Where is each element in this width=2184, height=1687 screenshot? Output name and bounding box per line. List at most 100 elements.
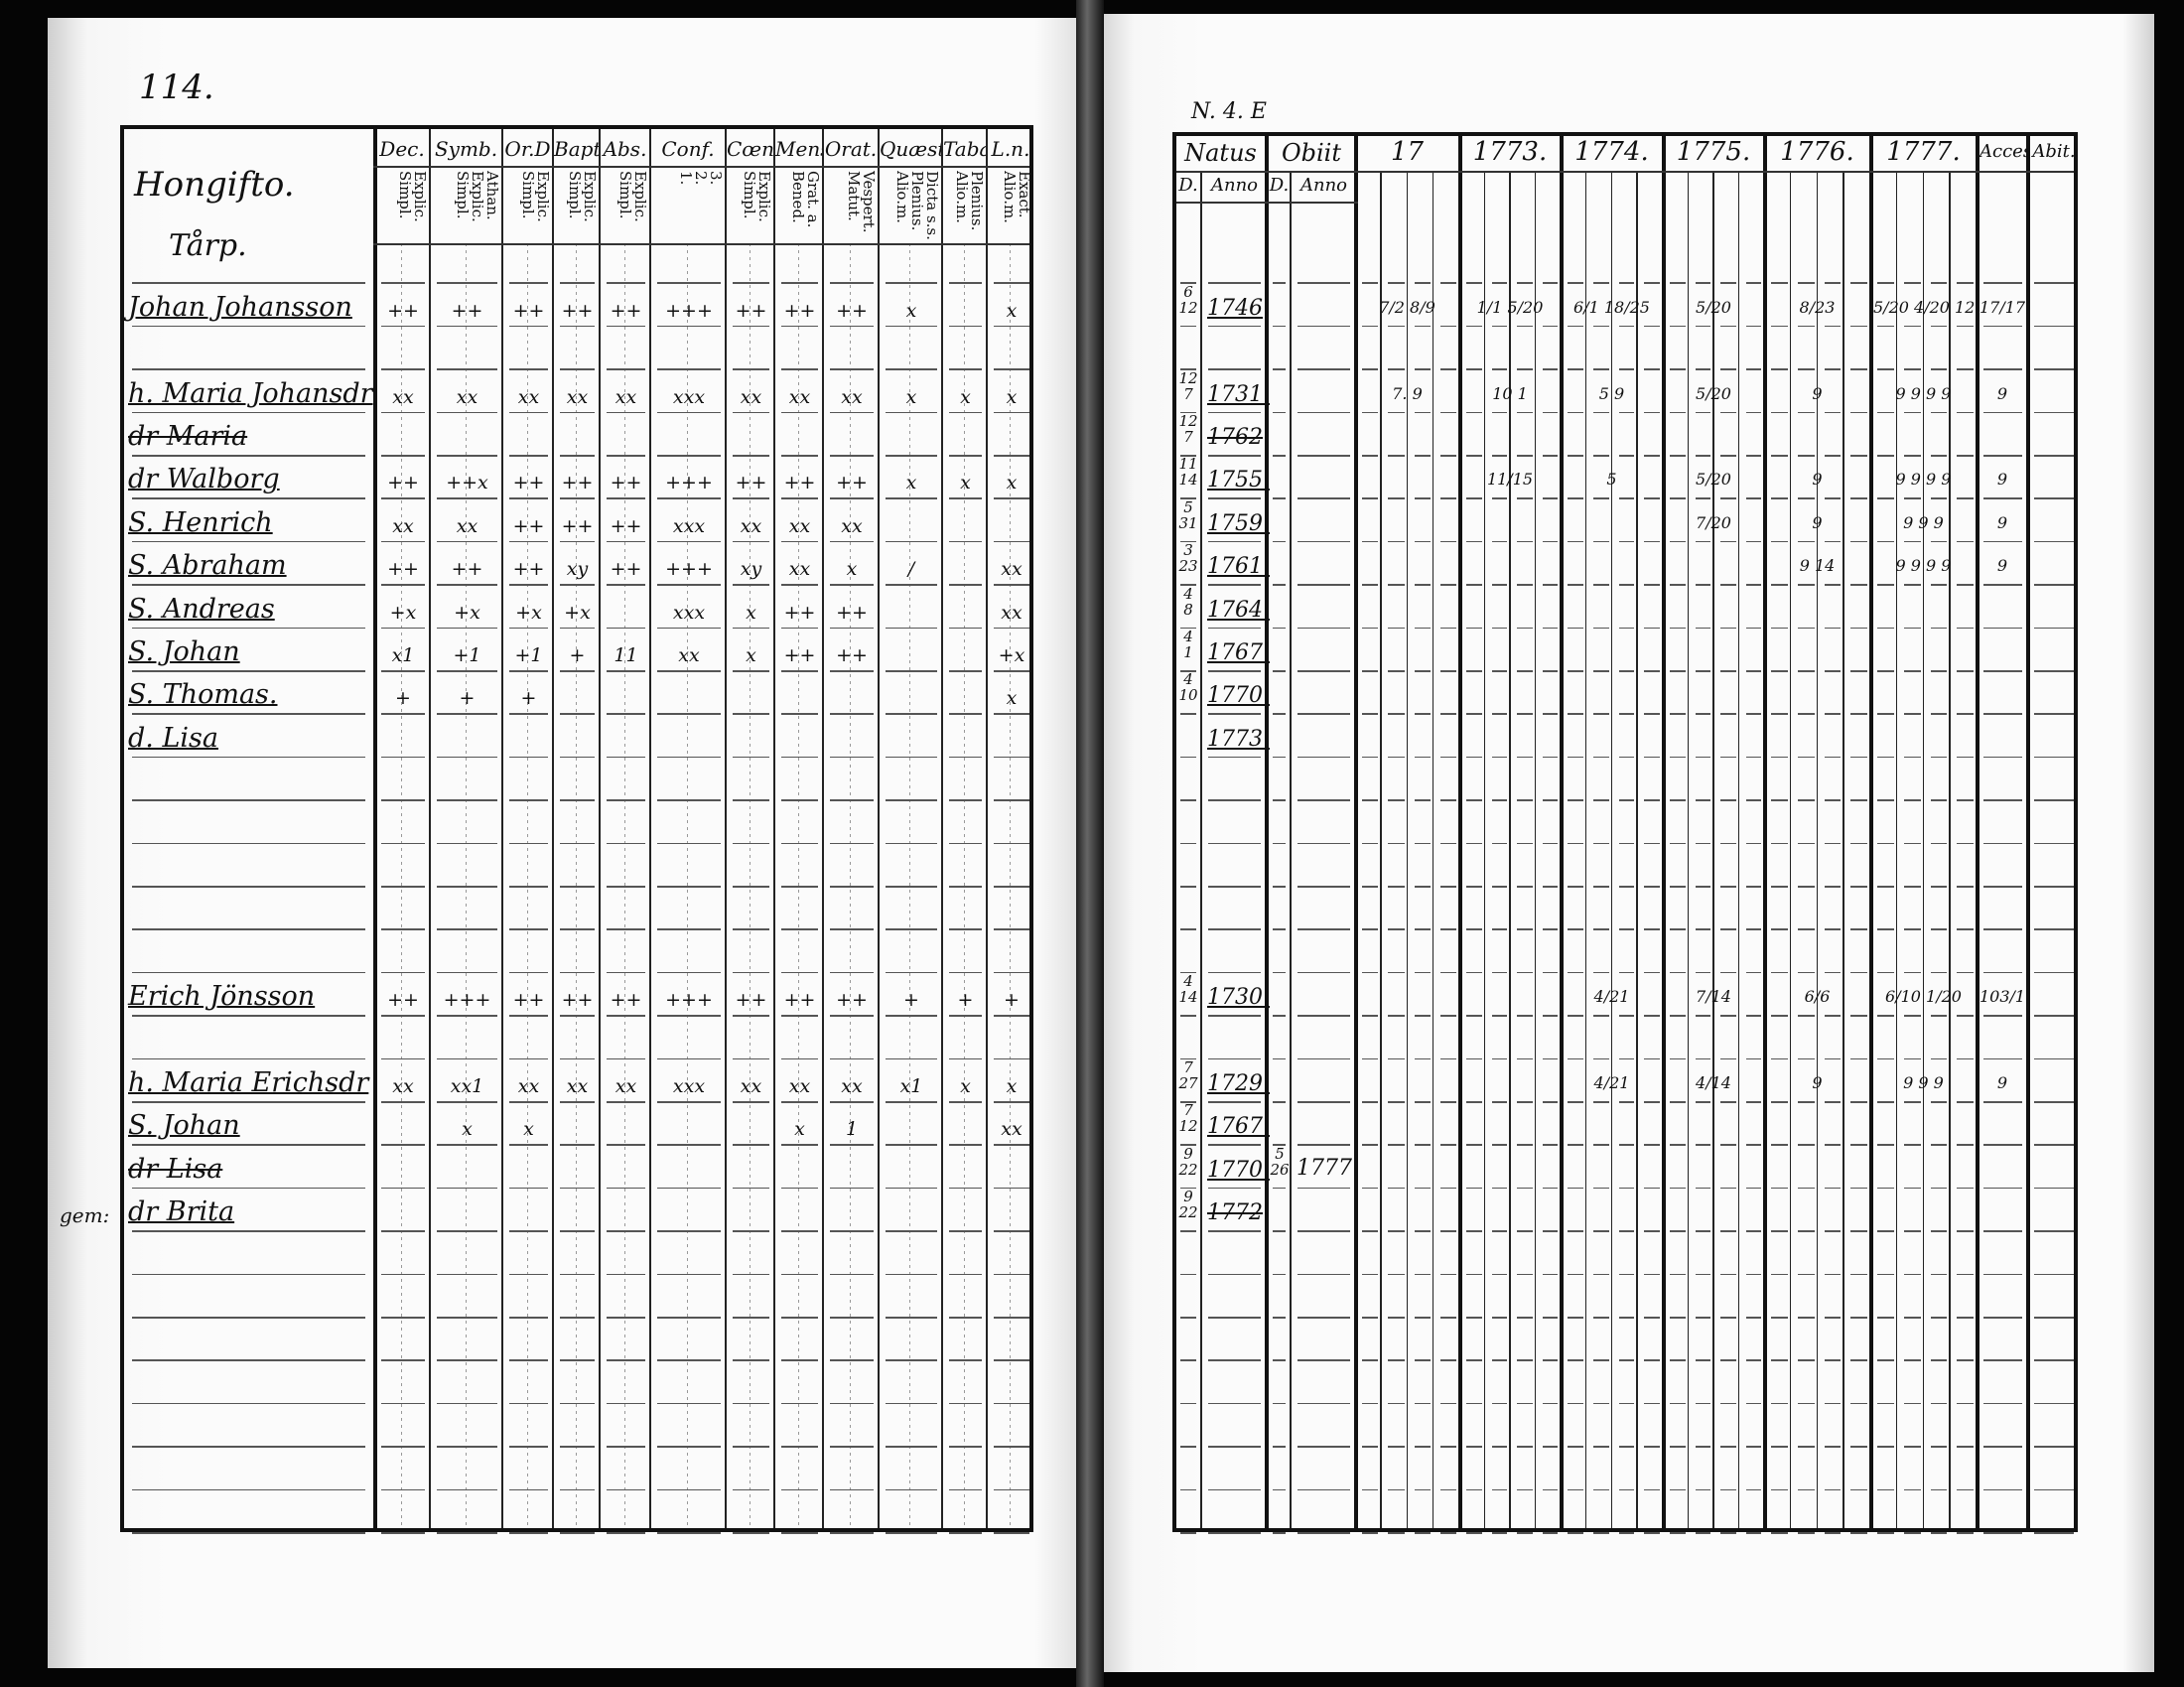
column-header: Cœn.D (727, 137, 773, 161)
row-line (1983, 971, 2022, 974)
row-line (781, 1488, 818, 1491)
row-line (437, 713, 497, 715)
row-line (781, 971, 818, 974)
row-line (994, 842, 1029, 845)
column-subheader: Dicta s.s. Plenius. Alio.m. (893, 171, 939, 240)
row-line (1180, 1015, 1196, 1017)
row-line (1592, 1273, 1609, 1276)
row-line (560, 455, 595, 457)
attendance-mark: 9 9 9 9 (1895, 383, 1952, 403)
row-line (1903, 1144, 1921, 1146)
row-line (1983, 842, 2022, 845)
row-line (1824, 1144, 1842, 1146)
row-line (1695, 627, 1710, 630)
row-line (657, 1532, 721, 1534)
catechism-mark: xx (678, 644, 700, 666)
row-line (1439, 1532, 1456, 1534)
row-line (1850, 1230, 1867, 1232)
row-line (381, 1317, 425, 1319)
row-line (1771, 670, 1788, 672)
row-line (1644, 756, 1660, 759)
row-line (781, 540, 818, 543)
attendance-mark: 6/1 18/25 (1573, 297, 1650, 317)
catechism-mark: xx (456, 514, 478, 537)
column-subheader: Athan. Explic. Simpl. (454, 171, 499, 222)
birth-day: 12 7 (1178, 368, 1198, 403)
row-line (1850, 842, 1867, 845)
row-line (1644, 1488, 1660, 1491)
row-line (1208, 971, 1261, 974)
row-line (1797, 627, 1815, 630)
row-line (1273, 1488, 1286, 1491)
row-line (949, 325, 982, 328)
subcolumn-line (1737, 171, 1739, 1528)
row-line (1670, 325, 1686, 328)
row-line (132, 411, 365, 414)
row-line (1720, 1446, 1736, 1448)
row-line (1297, 756, 1350, 759)
row-line (607, 1402, 645, 1405)
catechism-mark: ++ (783, 644, 816, 666)
row-line (1542, 1317, 1558, 1319)
catechism-mark: ++ (512, 472, 545, 494)
row-line (1771, 928, 1788, 930)
row-line (1983, 627, 2022, 630)
row-line (1388, 799, 1405, 801)
row-line (1517, 799, 1533, 801)
row-line (1644, 670, 1660, 672)
row-line (781, 799, 818, 801)
subcolumn-line (1534, 171, 1536, 1528)
row-line (1850, 1359, 1867, 1361)
row-line (1273, 325, 1286, 328)
row-line (607, 1273, 645, 1276)
row-line (1414, 455, 1431, 457)
row-line (1903, 1532, 1921, 1534)
row-line (381, 886, 425, 888)
catechism-mark: xx (740, 1075, 762, 1097)
page-number: 114. (139, 68, 214, 107)
row-line (1208, 1532, 1261, 1534)
row-line (1877, 886, 1894, 888)
row-line (1644, 1015, 1660, 1017)
row-line (1362, 368, 1379, 370)
row-line (381, 540, 425, 543)
row-line (1618, 971, 1635, 974)
birth-year: 1761. (1207, 554, 1270, 580)
row-line (1797, 928, 1815, 930)
row-line (560, 368, 595, 370)
row-line (1180, 282, 1196, 284)
row-line (657, 842, 721, 845)
row-line (1824, 411, 1842, 414)
row-line (437, 1187, 497, 1190)
row-line (830, 411, 874, 414)
row-line (1824, 1532, 1842, 1534)
row-line (657, 1359, 721, 1361)
row-line (657, 928, 721, 930)
row-line (1797, 1230, 1815, 1232)
catechism-mark: xxx (672, 1075, 706, 1097)
subcolumn-line (1509, 171, 1511, 1528)
column-subheader: Explic. Simpl. (519, 171, 550, 222)
column-header: Mens. (775, 137, 822, 161)
row-line (560, 1230, 595, 1232)
row-line (1877, 1187, 1894, 1190)
row-line (381, 713, 425, 715)
row-line (733, 584, 769, 586)
row-line (1618, 799, 1635, 801)
row-line (1903, 455, 1921, 457)
row-line (994, 497, 1029, 499)
row-line (1745, 1317, 1761, 1319)
row-line (1618, 1144, 1635, 1146)
row-line (733, 842, 769, 845)
row-line (1720, 455, 1736, 457)
row-line (1824, 971, 1842, 974)
row-line (1388, 971, 1405, 974)
row-line (132, 1488, 365, 1491)
row-line (830, 1446, 874, 1448)
row-line (733, 1317, 769, 1319)
row-line (1568, 584, 1583, 586)
row-line (1592, 455, 1609, 457)
row-line (781, 713, 818, 715)
row-line (1797, 497, 1815, 499)
column-header: Bapt. (554, 137, 599, 161)
